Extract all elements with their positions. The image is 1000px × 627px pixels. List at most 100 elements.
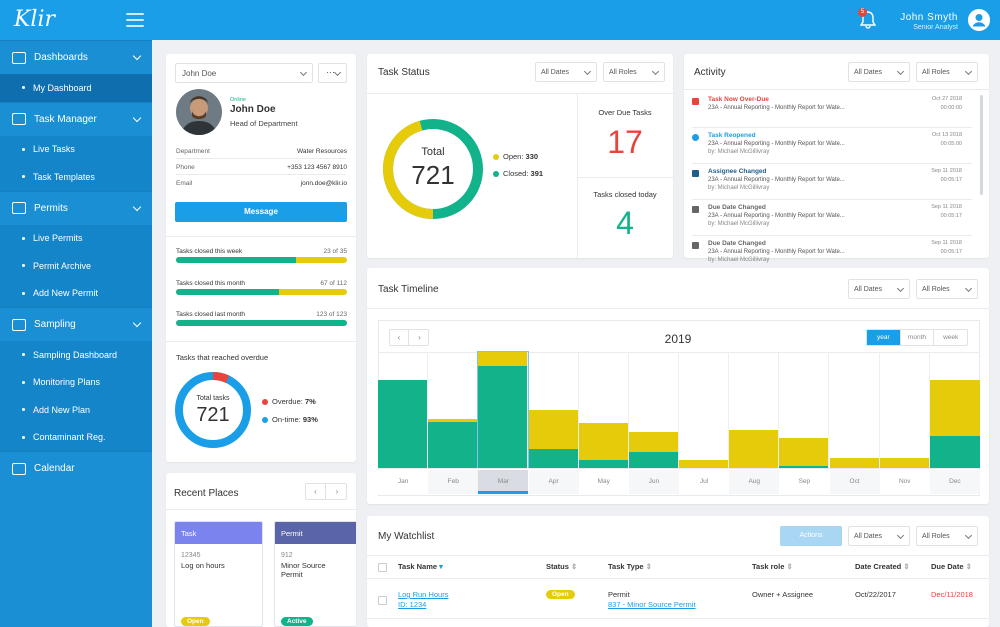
activity-item[interactable]: Due Date Changed 23A - Annual Reporting -…: [692, 240, 984, 274]
next-year-icon[interactable]: ›: [418, 333, 421, 342]
legend-dot: [493, 171, 499, 178]
sidebar-item-my-dashboard[interactable]: My Dashboard: [0, 74, 152, 102]
month-column-may[interactable]: [578, 352, 629, 468]
sidebar-item-calendar[interactable]: Calendar: [0, 451, 152, 485]
sidebar-item-contaminant-reg[interactable]: Contaminant Reg.: [0, 423, 152, 451]
sidebar-item-sampling-dashboard[interactable]: Sampling Dashboard: [0, 341, 152, 369]
month-label[interactable]: Jul: [679, 470, 730, 494]
roles-filter[interactable]: All Roles: [916, 279, 978, 299]
month-label[interactable]: Apr: [528, 470, 579, 494]
sidebar-section-task-manager[interactable]: Task Manager: [0, 101, 152, 136]
month-label[interactable]: Jan: [378, 470, 429, 494]
month-column-sep[interactable]: [779, 352, 830, 468]
activity-time: 00:00:00: [940, 105, 962, 111]
sidebar-section-dashboards[interactable]: Dashboards: [0, 40, 152, 74]
activity-date: Oct 13 2018: [932, 132, 962, 138]
activity-item[interactable]: Task Reopened 23A - Annual Reporting - Mo…: [692, 132, 984, 166]
view-week-button[interactable]: week: [933, 330, 967, 345]
column-task-role[interactable]: Task role ⇕: [752, 562, 793, 571]
message-button[interactable]: Message: [175, 202, 347, 222]
month-column-dec[interactable]: [929, 352, 980, 468]
dates-filter[interactable]: All Dates: [848, 279, 910, 299]
month-label[interactable]: May: [578, 470, 629, 494]
month-label[interactable]: Jun: [628, 470, 679, 494]
more-options-button[interactable]: ···: [318, 63, 347, 83]
column-task-type[interactable]: Task Type ⇕: [608, 562, 652, 571]
activity-item[interactable]: Assignee Changed 23A - Annual Reporting -…: [692, 168, 984, 202]
actions-button[interactable]: Actions: [780, 526, 842, 546]
sidebar-section-sampling[interactable]: Sampling: [0, 307, 152, 341]
month-label[interactable]: Dec: [929, 470, 980, 494]
sidebar-item-add-new-permit[interactable]: Add New Permit: [0, 279, 152, 307]
row-checkbox[interactable]: [378, 596, 387, 605]
bar-segment: [779, 437, 829, 466]
roles-filter[interactable]: All Roles: [916, 526, 978, 546]
sidebar-item-live-tasks[interactable]: Live Tasks: [0, 135, 152, 163]
activity-time: 00:05:00: [940, 141, 962, 147]
app-logo[interactable]: Klir: [14, 7, 56, 32]
sidebar-item-monitoring-plans[interactable]: Monitoring Plans: [0, 368, 152, 396]
column-date-created[interactable]: Date Created ⇕: [855, 562, 910, 571]
task-type-link[interactable]: 837 - Minor Source Permit: [608, 600, 696, 609]
column-status[interactable]: Status ⇕: [546, 562, 577, 571]
prev-year-icon[interactable]: ‹: [390, 330, 409, 345]
user-select[interactable]: John Doe: [175, 63, 313, 83]
month-label[interactable]: Oct: [829, 470, 880, 494]
user-avatar-icon[interactable]: [968, 9, 990, 31]
month-label[interactable]: Feb: [428, 470, 479, 494]
select-all-checkbox[interactable]: [378, 563, 387, 572]
month-column-oct[interactable]: [829, 352, 880, 468]
sidebar-item-add-new-plan[interactable]: Add New Plan: [0, 396, 152, 424]
column-task-name[interactable]: Task Name ▾: [398, 562, 443, 571]
task-role: Owner + Assignee: [752, 590, 814, 599]
month-label[interactable]: Mar: [478, 470, 529, 494]
sidebar-section-permits[interactable]: Permits: [0, 190, 152, 225]
month-column-feb[interactable]: [428, 352, 479, 468]
legend-label: Open:: [503, 152, 524, 161]
month-column-apr[interactable]: [528, 352, 579, 468]
menu-toggle-icon[interactable]: [126, 13, 144, 27]
overdue-donut: [175, 372, 251, 448]
column-due-date[interactable]: Due Date ⇕: [931, 562, 972, 571]
profile-name: John Doe: [230, 104, 276, 115]
month-column-jul[interactable]: [679, 352, 730, 468]
sidebar-item-live-permits[interactable]: Live Permits: [0, 224, 152, 252]
place-card-badge: Active: [281, 617, 313, 626]
activity-scrollbar[interactable]: [980, 95, 983, 195]
month-label[interactable]: Sep: [779, 470, 830, 494]
month-column-nov[interactable]: [879, 352, 930, 468]
sidebar-section-label: Sampling: [34, 319, 76, 330]
dates-filter[interactable]: All Dates: [848, 526, 910, 546]
sidebar-item-permit-archive[interactable]: Permit Archive: [0, 252, 152, 280]
activity-desc: 23A - Annual Reporting - Monthly Report …: [708, 249, 845, 255]
month-label[interactable]: Nov: [879, 470, 930, 494]
task-id-link[interactable]: ID: 1234: [398, 600, 427, 609]
roles-filter[interactable]: All Roles: [916, 62, 978, 82]
next-place-icon[interactable]: ›: [335, 487, 339, 496]
month-column-jan[interactable]: [378, 352, 429, 468]
bar-segment: [879, 457, 929, 468]
bar-segment: [628, 432, 678, 452]
view-year-button[interactable]: year: [867, 330, 900, 345]
month-column-aug[interactable]: [729, 352, 780, 468]
dates-filter[interactable]: All Dates: [848, 62, 910, 82]
dates-filter[interactable]: All Dates: [535, 62, 597, 82]
place-card-name: Log on hours: [181, 561, 225, 570]
place-card-task[interactable]: Task 12345 Log on hours Open: [174, 521, 263, 627]
user-name[interactable]: John Smyth: [900, 12, 958, 23]
sort-icon: ⇕: [571, 562, 578, 571]
activity-item[interactable]: Task Now Over-Due 23A - Annual Reporting …: [692, 96, 984, 130]
month-column-mar[interactable]: [477, 351, 530, 469]
place-card-permit[interactable]: Permit 912 Minor Source Permit Active: [274, 521, 356, 627]
roles-filter[interactable]: All Roles: [603, 62, 665, 82]
legend-value: 330: [525, 152, 539, 161]
prev-place-icon[interactable]: ‹: [306, 484, 326, 499]
month-label[interactable]: Aug: [729, 470, 780, 494]
month-column-jun[interactable]: [628, 352, 679, 468]
task-name-link[interactable]: Log Run Hours: [398, 590, 449, 599]
timeline-chart: [378, 351, 980, 469]
progress-bar-last-month: [176, 320, 347, 326]
activity-item[interactable]: Due Date Changed 23A - Annual Reporting -…: [692, 204, 984, 238]
sidebar-item-task-templates[interactable]: Task Templates: [0, 163, 152, 191]
view-month-button[interactable]: month: [899, 330, 934, 345]
